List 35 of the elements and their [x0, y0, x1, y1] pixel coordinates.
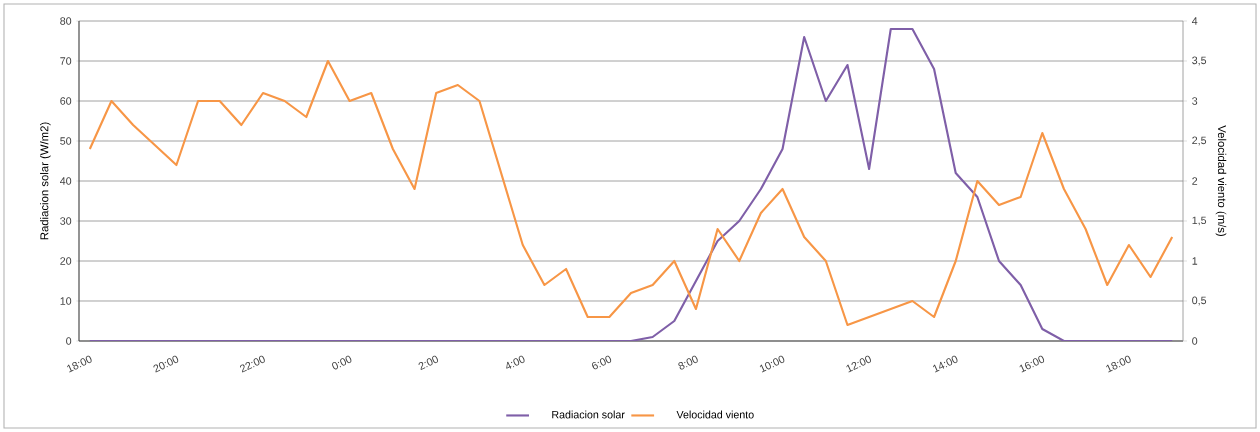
y-axis-title: Radiacion solar (W/m2) [40, 122, 51, 240]
x-tick-label: 0:00 [332, 355, 352, 370]
y-tick-label: 20 [60, 257, 72, 265]
y-tick-label: 60 [60, 97, 72, 105]
x-tick-label: 16:00 [1019, 355, 1045, 373]
x-tick-label: 10:00 [759, 355, 785, 373]
x-tick-label: 12:00 [846, 355, 871, 373]
y-tick-label: 80 [60, 17, 72, 25]
y-tick-label: 50 [60, 137, 72, 145]
y-tick-label: 70 [60, 57, 72, 65]
x-tick-label: 6:00 [592, 355, 612, 370]
y-tick-label: 30 [60, 217, 72, 225]
x-tick-label: 22:00 [240, 355, 265, 373]
y2-tick-label: 1 [1192, 257, 1198, 265]
y-tick-label: 0 [66, 337, 72, 345]
y2-tick-label: 2,5 [1192, 136, 1207, 146]
x-tick-label: 18:00 [1106, 355, 1131, 373]
y-tick-label: 40 [60, 177, 72, 185]
x-tick-label: 20:00 [153, 355, 179, 373]
x-tick-label: 4:00 [506, 355, 525, 369]
y2-tick-label: 0 [1192, 337, 1198, 345]
y2-tick-label: 3 [1192, 97, 1198, 105]
y2-tick-label: 2 [1192, 177, 1198, 185]
y2-tick-label: 1,5 [1192, 216, 1207, 226]
legend-label: Velocidad viento [676, 410, 754, 419]
x-tick-label: 14:00 [932, 355, 958, 373]
legend-label: Radiacion solar [552, 410, 625, 419]
y2-axis-title: Velocidad viento (m/s) [1215, 125, 1227, 237]
x-tick-label: 2:00 [418, 355, 438, 371]
x-tick-label: 8:00 [678, 355, 698, 370]
x-tick-label: 18:00 [67, 355, 92, 373]
y2-tick-label: 4 [1191, 17, 1198, 25]
y2-tick-label: 0,5 [1192, 296, 1207, 306]
y2-tick-label: 3,5 [1192, 56, 1207, 66]
y-tick-label: 10 [60, 297, 72, 305]
